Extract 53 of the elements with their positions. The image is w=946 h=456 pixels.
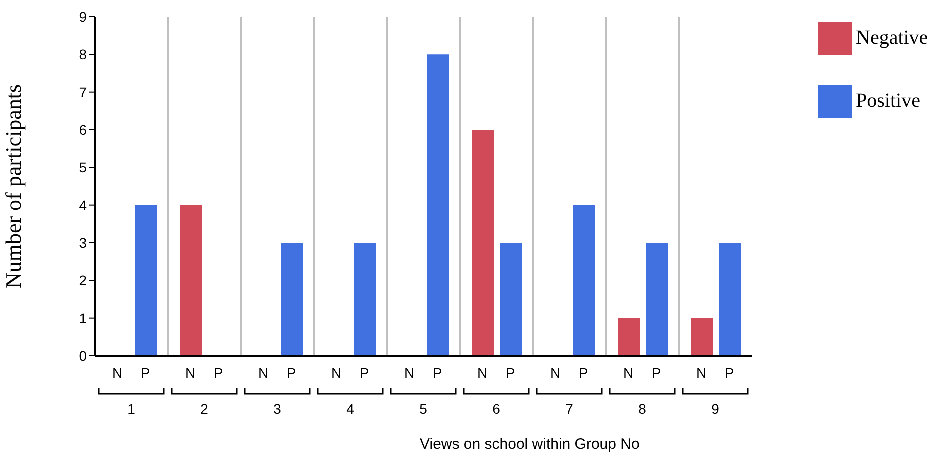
- y-tick-label: 0: [79, 348, 88, 364]
- text: P: [214, 365, 224, 381]
- text: P: [432, 365, 442, 381]
- x-tick-label: 9: [712, 401, 720, 417]
- text: P: [360, 365, 370, 381]
- bar: [472, 130, 494, 356]
- text: N: [112, 365, 123, 381]
- text: N: [185, 365, 196, 381]
- y-tick-label: 4: [79, 197, 88, 214]
- text: N: [404, 365, 415, 381]
- x-axis-title: Views on school within Group No: [420, 436, 640, 453]
- x-tick-label: 3: [274, 401, 282, 417]
- bar: [691, 318, 713, 356]
- legend-label: Positive: [856, 90, 920, 113]
- y-tick-label: 2: [79, 272, 88, 289]
- text: P: [286, 365, 296, 381]
- y-tick-label: 3: [79, 234, 88, 251]
- y-tick-label: 1: [79, 310, 88, 326]
- y-tick-label: 5: [79, 160, 88, 176]
- text: N: [696, 365, 707, 381]
- y-axis-title: Number of participants: [0, 84, 26, 289]
- text: P: [724, 365, 734, 381]
- y-tick-label: 8: [79, 46, 88, 63]
- x-tick-label: 4: [346, 401, 355, 417]
- text: P: [506, 365, 516, 381]
- bar: [618, 318, 640, 356]
- text: N: [331, 365, 342, 381]
- bar: [573, 205, 595, 356]
- y-tick-label: 9: [79, 8, 88, 25]
- bar: [354, 243, 376, 356]
- y-tick-label: 6: [79, 122, 88, 138]
- bar: [281, 243, 303, 356]
- text: N: [550, 365, 561, 381]
- x-tick-label: 7: [566, 401, 574, 417]
- bar: [500, 243, 522, 356]
- x-tick-label: 5: [420, 401, 428, 417]
- bar: [180, 205, 202, 356]
- bar: [646, 243, 668, 356]
- x-tick-label: 8: [638, 401, 647, 417]
- bar: [135, 205, 157, 356]
- x-tick-label: 2: [200, 401, 209, 417]
- text: P: [578, 365, 588, 381]
- x-tick-label: 6: [492, 401, 501, 417]
- text: N: [477, 365, 488, 381]
- bar: [719, 243, 741, 356]
- text: P: [652, 365, 662, 381]
- text: P: [140, 365, 150, 381]
- legend-label: Negative: [856, 27, 928, 50]
- x-tick-label: 1: [128, 401, 136, 417]
- y-tick-label: 7: [79, 84, 88, 100]
- bar: [427, 54, 449, 356]
- text: N: [623, 365, 634, 381]
- text: N: [258, 365, 269, 381]
